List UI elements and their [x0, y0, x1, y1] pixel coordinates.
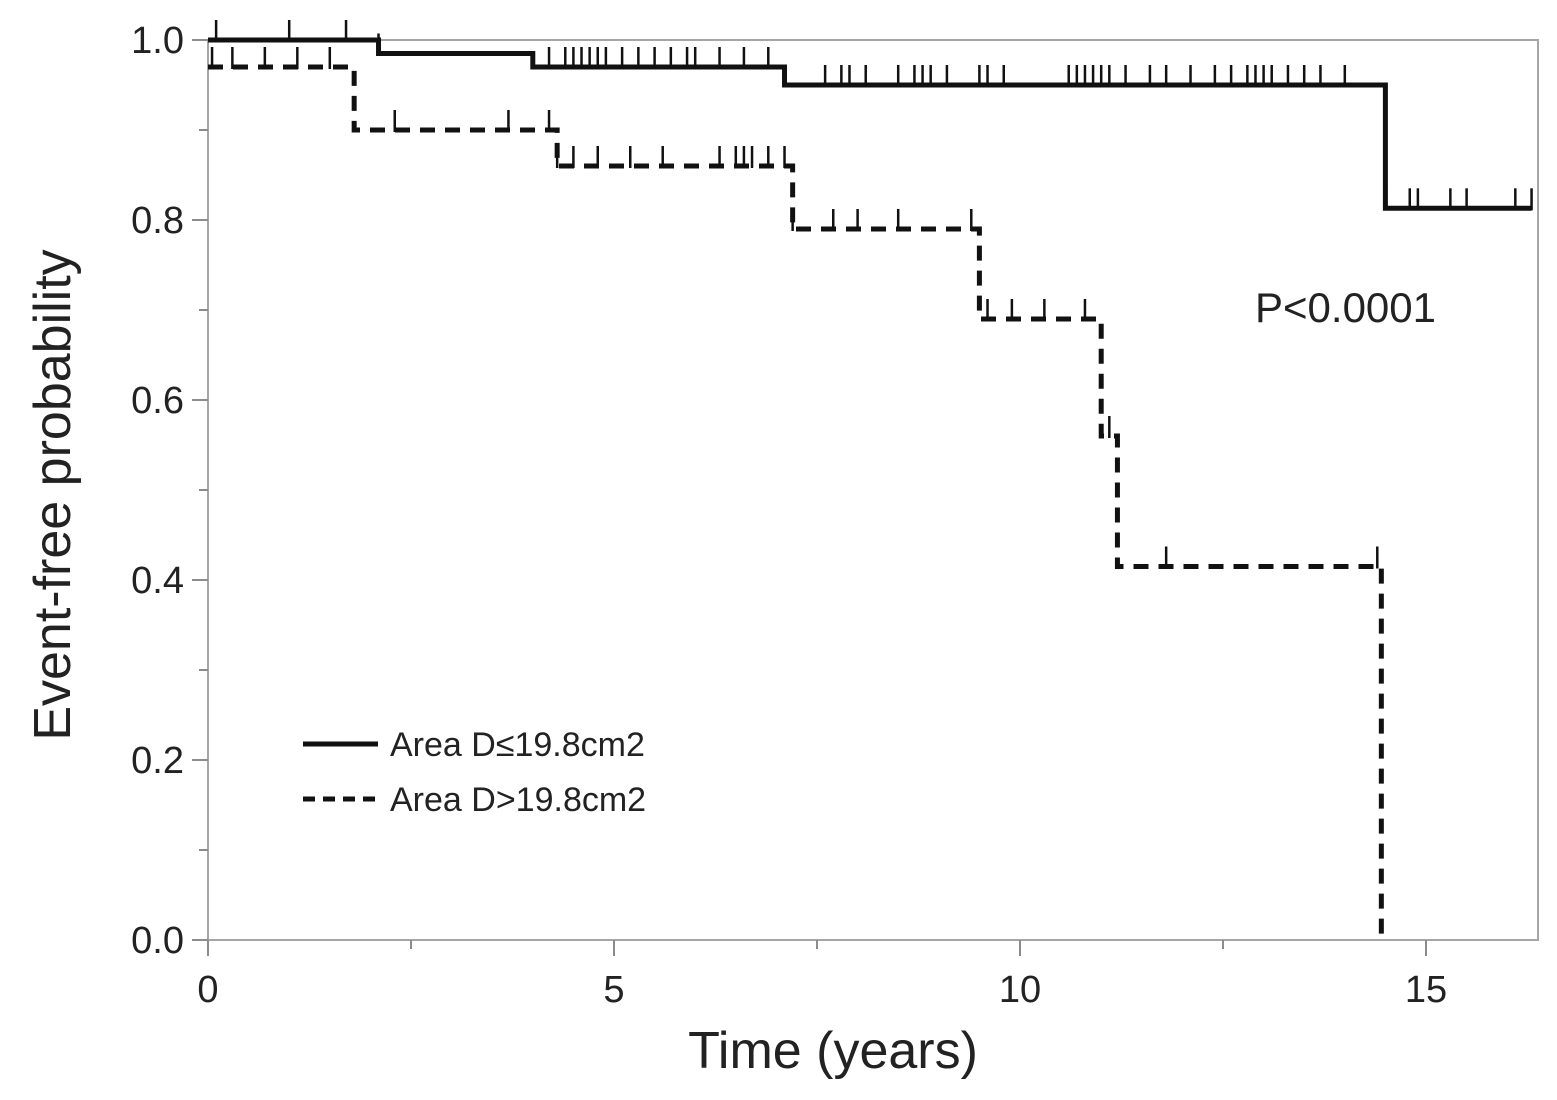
- x-axis-label: Time (years): [688, 1022, 978, 1080]
- p-value-annotation: P<0.0001: [1255, 284, 1436, 331]
- y-axis: 0.0 0.2 0.4 0.6 0.8 1.0: [131, 20, 208, 962]
- x-tick-label: 10: [999, 969, 1041, 1011]
- legend-label-area-d-le: Area D≤19.8cm2: [390, 726, 645, 764]
- y-tick-label: 1.0: [131, 20, 184, 62]
- x-tick-label: 15: [1405, 969, 1447, 1011]
- y-tick-label: 0.4: [131, 560, 184, 602]
- y-tick-label: 0.0: [131, 920, 184, 962]
- series-line-area-d-gt: [208, 64, 1384, 940]
- y-axis-label: Event-free probability: [24, 249, 82, 740]
- legend: Area D≤19.8cm2 Area D>19.8cm2: [303, 726, 646, 819]
- legend-label-area-d-gt: Area D>19.8cm2: [390, 781, 646, 819]
- y-tick-label: 0.8: [131, 200, 184, 242]
- y-tick-label: 0.6: [131, 380, 184, 422]
- x-tick-label: 5: [603, 969, 624, 1011]
- series-layer: [208, 20, 1533, 940]
- y-tick-label: 0.2: [131, 740, 184, 782]
- series-line-area-d-le: [208, 37, 1532, 211]
- x-tick-label: 0: [197, 969, 218, 1011]
- x-axis: 0 5 10 15: [197, 940, 1447, 1011]
